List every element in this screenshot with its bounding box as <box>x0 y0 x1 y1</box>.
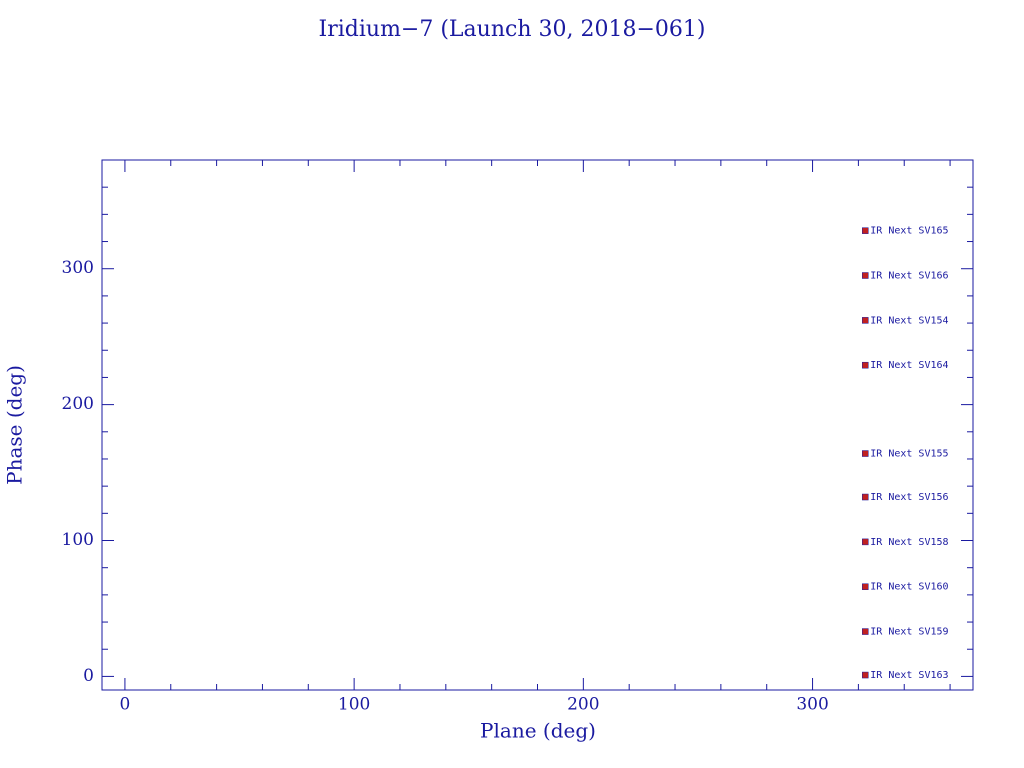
point <box>862 628 869 635</box>
x-tick-label: 100 <box>338 695 370 715</box>
x-tick-label: 200 <box>567 695 599 715</box>
point-label: IR Next SV158 <box>870 537 948 548</box>
y-tick-label: 300 <box>62 258 94 278</box>
point-label: IR Next SV159 <box>870 627 948 638</box>
point-label: IR Next SV166 <box>870 271 948 282</box>
point-label: IR Next SV154 <box>870 315 948 326</box>
x-tick-label: 300 <box>796 695 828 715</box>
point <box>862 317 869 324</box>
point-label: IR Next SV155 <box>870 449 948 460</box>
point <box>862 272 869 279</box>
point-label: IR Next SV164 <box>870 360 948 371</box>
y-tick-label: 0 <box>83 666 94 686</box>
point-label: IR Next SV156 <box>870 492 948 503</box>
x-tick-label: 0 <box>120 695 131 715</box>
plot-frame <box>101 159 974 691</box>
point <box>862 493 869 501</box>
x-axis-label: Plane (deg) <box>480 719 596 743</box>
point-label: IR Next SV165 <box>870 226 948 237</box>
point <box>862 671 869 679</box>
chart-title: Iridium−7 (Launch 30, 2018−061) <box>319 17 706 42</box>
y-axis-label: Phase (deg) <box>3 365 27 485</box>
point <box>862 450 869 457</box>
point <box>862 227 869 234</box>
y-tick-label: 200 <box>62 394 94 414</box>
point <box>862 583 869 590</box>
point <box>862 538 869 546</box>
point-label: IR Next SV160 <box>870 582 948 593</box>
point-label: IR Next SV163 <box>870 670 948 681</box>
y-tick-label: 100 <box>62 530 94 550</box>
point <box>862 361 869 369</box>
